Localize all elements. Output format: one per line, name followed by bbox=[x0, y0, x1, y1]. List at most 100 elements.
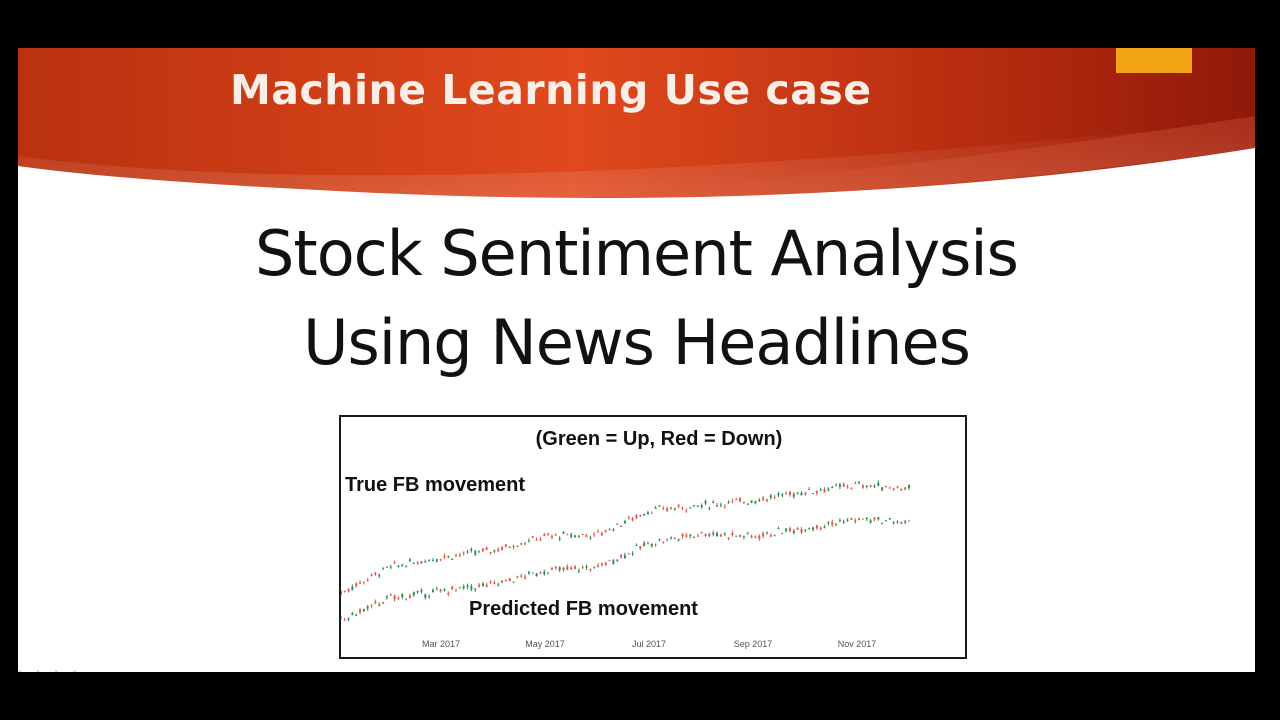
candle-body-1-45 bbox=[508, 578, 511, 581]
candle-body-0-143 bbox=[884, 486, 887, 488]
candle-body-0-64 bbox=[581, 534, 584, 536]
candle-body-0-44 bbox=[504, 544, 507, 547]
candle-body-0-35 bbox=[470, 549, 473, 551]
candle-body-0-5 bbox=[355, 583, 358, 587]
candle-body-0-70 bbox=[604, 529, 607, 532]
candle-body-0-56 bbox=[550, 535, 553, 538]
candle-body-0-66 bbox=[589, 537, 592, 539]
candle-body-0-108 bbox=[750, 500, 753, 503]
candle-body-0-140 bbox=[873, 486, 876, 488]
candle-body-1-62 bbox=[574, 566, 577, 570]
candle-body-1-16 bbox=[397, 597, 400, 599]
candle-body-1-43 bbox=[501, 580, 504, 583]
candle-body-0-41 bbox=[493, 550, 496, 552]
candle-body-1-97 bbox=[708, 533, 711, 537]
candle-body-1-77 bbox=[631, 553, 634, 555]
candle-body-0-73 bbox=[616, 523, 619, 525]
candle-body-1-1 bbox=[341, 617, 342, 619]
candle-body-1-140 bbox=[873, 517, 876, 520]
candle-body-1-146 bbox=[896, 521, 899, 523]
candle-body-1-69 bbox=[600, 563, 603, 566]
candle-body-0-62 bbox=[574, 535, 577, 537]
candle-body-1-114 bbox=[773, 535, 776, 537]
slide-footer-dots: • • • • bbox=[18, 667, 82, 672]
candle-body-0-67 bbox=[593, 534, 596, 536]
candle-body-0-94 bbox=[696, 506, 699, 508]
candle-body-0-17 bbox=[401, 564, 404, 566]
candle-body-1-100 bbox=[719, 534, 722, 537]
banner-title: Machine Learning Use case bbox=[230, 66, 872, 114]
candle-body-1-134 bbox=[850, 517, 853, 520]
main-title-line2: Using News Headlines bbox=[303, 306, 971, 379]
candle-body-0-87 bbox=[669, 507, 672, 509]
candle-body-0-59 bbox=[562, 532, 565, 534]
candle-body-1-120 bbox=[796, 527, 799, 530]
candle-body-0-15 bbox=[393, 562, 396, 564]
candle-body-0-130 bbox=[835, 484, 838, 486]
candle-body-1-125 bbox=[815, 525, 818, 529]
candle-body-1-98 bbox=[712, 532, 715, 535]
candle-body-0-47 bbox=[516, 546, 519, 548]
candle-body-1-38 bbox=[481, 583, 484, 587]
candle-body-0-69 bbox=[600, 532, 603, 536]
candle-body-1-42 bbox=[497, 584, 500, 586]
candle-body-0-131 bbox=[838, 484, 841, 487]
candle-body-0-50 bbox=[527, 540, 530, 542]
candle-body-1-110 bbox=[758, 535, 761, 539]
candle-body-1-130 bbox=[835, 523, 838, 525]
candle-body-0-51 bbox=[531, 536, 534, 538]
candle-body-0-49 bbox=[524, 543, 527, 545]
candle-body-0-28 bbox=[443, 555, 446, 558]
candle-body-0-52 bbox=[535, 539, 538, 541]
candle-body-1-25 bbox=[431, 590, 434, 593]
candle-body-0-42 bbox=[497, 549, 500, 551]
candle-body-1-70 bbox=[604, 562, 607, 566]
candle-body-1-33 bbox=[462, 586, 465, 589]
candle-body-0-2 bbox=[343, 590, 346, 592]
candle-body-0-12 bbox=[382, 568, 385, 570]
candle-body-0-4 bbox=[351, 586, 354, 591]
candle-body-0-76 bbox=[627, 517, 630, 519]
candle-body-1-138 bbox=[865, 517, 868, 520]
candle-body-0-135 bbox=[854, 482, 857, 484]
candle-body-0-40 bbox=[489, 551, 492, 553]
candle-body-1-46 bbox=[512, 581, 515, 583]
candle-body-1-36 bbox=[474, 588, 477, 590]
candle-body-0-114 bbox=[773, 496, 776, 498]
candle-body-0-63 bbox=[577, 536, 580, 538]
candle-body-1-112 bbox=[765, 532, 768, 534]
candle-body-1-20 bbox=[412, 592, 415, 596]
banner-shape bbox=[18, 48, 1255, 198]
candle-body-0-117 bbox=[785, 493, 788, 495]
candle-body-1-23 bbox=[424, 594, 427, 598]
candle-body-0-145 bbox=[892, 488, 895, 490]
candle-body-0-3 bbox=[347, 589, 350, 592]
candle-body-0-34 bbox=[466, 551, 469, 553]
candle-body-0-46 bbox=[512, 546, 515, 548]
chart-title: (Green = Up, Red = Down) bbox=[536, 428, 783, 450]
candle-body-0-106 bbox=[742, 502, 745, 504]
candle-body-1-53 bbox=[539, 572, 542, 574]
candle-body-1-139 bbox=[869, 520, 872, 523]
candle-body-0-121 bbox=[800, 492, 803, 496]
candle-body-1-6 bbox=[359, 609, 362, 613]
candle-body-0-100 bbox=[719, 504, 722, 506]
candle-body-0-75 bbox=[623, 521, 626, 523]
candle-body-1-57 bbox=[554, 566, 557, 569]
candle-body-1-94 bbox=[696, 535, 699, 537]
candle-body-0-85 bbox=[662, 508, 665, 510]
candle-body-1-104 bbox=[735, 535, 738, 537]
candle-body-1-103 bbox=[731, 532, 734, 536]
candle-body-0-81 bbox=[646, 512, 649, 515]
candle-body-0-16 bbox=[397, 565, 400, 568]
candle-body-1-145 bbox=[892, 522, 895, 524]
candle-body-0-90 bbox=[681, 507, 684, 509]
candle-body-1-129 bbox=[831, 522, 834, 525]
candle-body-0-139 bbox=[869, 485, 872, 488]
candle-body-0-111 bbox=[762, 498, 765, 500]
candle-body-1-29 bbox=[447, 592, 450, 595]
candle-body-0-118 bbox=[788, 491, 791, 495]
candle-body-1-7 bbox=[362, 609, 365, 612]
candle-body-1-144 bbox=[888, 518, 891, 520]
candle-body-1-128 bbox=[827, 522, 830, 524]
